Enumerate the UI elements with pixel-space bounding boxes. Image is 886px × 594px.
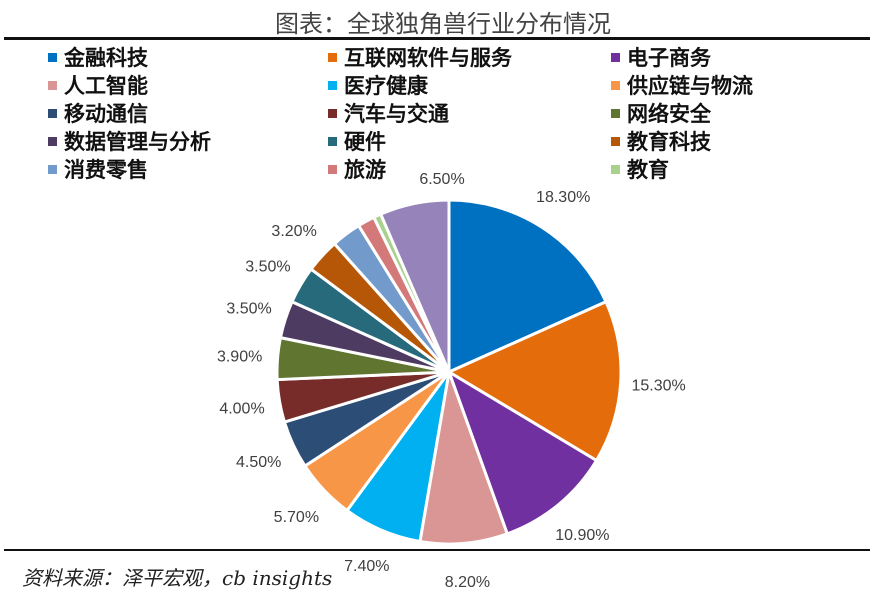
legend-item: 供应链与物流 (611, 70, 753, 100)
legend-swatch (611, 108, 620, 118)
legend-label: 人工智能 (64, 74, 148, 98)
legend-item: 消费零售 (48, 154, 148, 184)
legend-label: 硬件 (344, 130, 386, 154)
legend-swatch (48, 80, 57, 90)
data-label: 8.20% (445, 574, 490, 591)
legend-item: 互联网软件与服务 (328, 42, 512, 72)
pie-slice (378, 198, 451, 373)
chart-title: 图表：全球独角兽行业分布情况 (275, 10, 611, 38)
legend-label: 教育 (627, 158, 669, 182)
legend-label: 供应链与物流 (627, 74, 753, 98)
pie-slice (447, 198, 608, 375)
legend-swatch (328, 80, 337, 90)
legend-item: 教育 (611, 154, 669, 184)
legend-item: 硬件 (328, 126, 386, 156)
data-label: 4.00% (219, 400, 264, 417)
pie-slice (446, 368, 599, 536)
legend-item: 网络安全 (611, 98, 711, 128)
source-note: 资料来源：泽平宏观，cb insights (22, 566, 333, 590)
legend-swatch (328, 136, 337, 146)
legend-swatch (48, 108, 57, 118)
data-label: 18.30% (536, 189, 590, 206)
legend-label: 金融科技 (64, 46, 148, 70)
legend-swatch (48, 164, 57, 174)
data-label: 5.70% (274, 509, 319, 526)
data-label: 3.50% (245, 259, 290, 276)
legend-item: 医疗健康 (328, 70, 428, 100)
legend-swatch (328, 108, 337, 118)
legend-label: 电子商务 (627, 46, 711, 70)
legend-label: 教育科技 (627, 130, 711, 154)
legend-label: 医疗健康 (344, 74, 428, 98)
legend-label: 移动通信 (64, 102, 148, 126)
data-label: 15.30% (631, 378, 685, 395)
legend-item: 数据管理与分析 (48, 126, 211, 156)
legend-item: 人工智能 (48, 70, 148, 100)
legend-swatch (328, 52, 337, 62)
data-label: 3.50% (226, 301, 271, 318)
bottom-divider (4, 549, 870, 551)
legend-item: 金融科技 (48, 42, 148, 72)
legend-swatch (48, 52, 57, 62)
data-label: 6.50% (419, 171, 464, 188)
legend-swatch (611, 80, 620, 90)
legend-item: 电子商务 (611, 42, 711, 72)
data-label: 3.90% (217, 349, 262, 366)
data-label: 7.40% (344, 558, 389, 575)
legend-label: 消费零售 (64, 158, 148, 182)
legend-swatch (611, 136, 620, 146)
top-divider (4, 37, 870, 40)
legend-item: 移动通信 (48, 98, 148, 128)
legend-swatch (48, 136, 57, 146)
data-label: 4.50% (236, 454, 281, 471)
data-label: 3.20% (271, 223, 316, 240)
pie-slice (445, 299, 623, 463)
legend-item: 旅游 (328, 154, 386, 184)
legend-item: 教育科技 (611, 126, 711, 156)
legend-swatch (611, 164, 620, 174)
data-label: 10.90% (555, 527, 609, 544)
legend-swatch (611, 52, 620, 62)
legend-label: 汽车与交通 (344, 102, 449, 126)
legend-item: 汽车与交通 (328, 98, 449, 128)
legend-label: 旅游 (344, 158, 386, 182)
legend-label: 数据管理与分析 (64, 130, 211, 154)
legend-label: 网络安全 (627, 102, 711, 126)
legend-swatch (328, 164, 337, 174)
legend-label: 互联网软件与服务 (344, 46, 512, 70)
